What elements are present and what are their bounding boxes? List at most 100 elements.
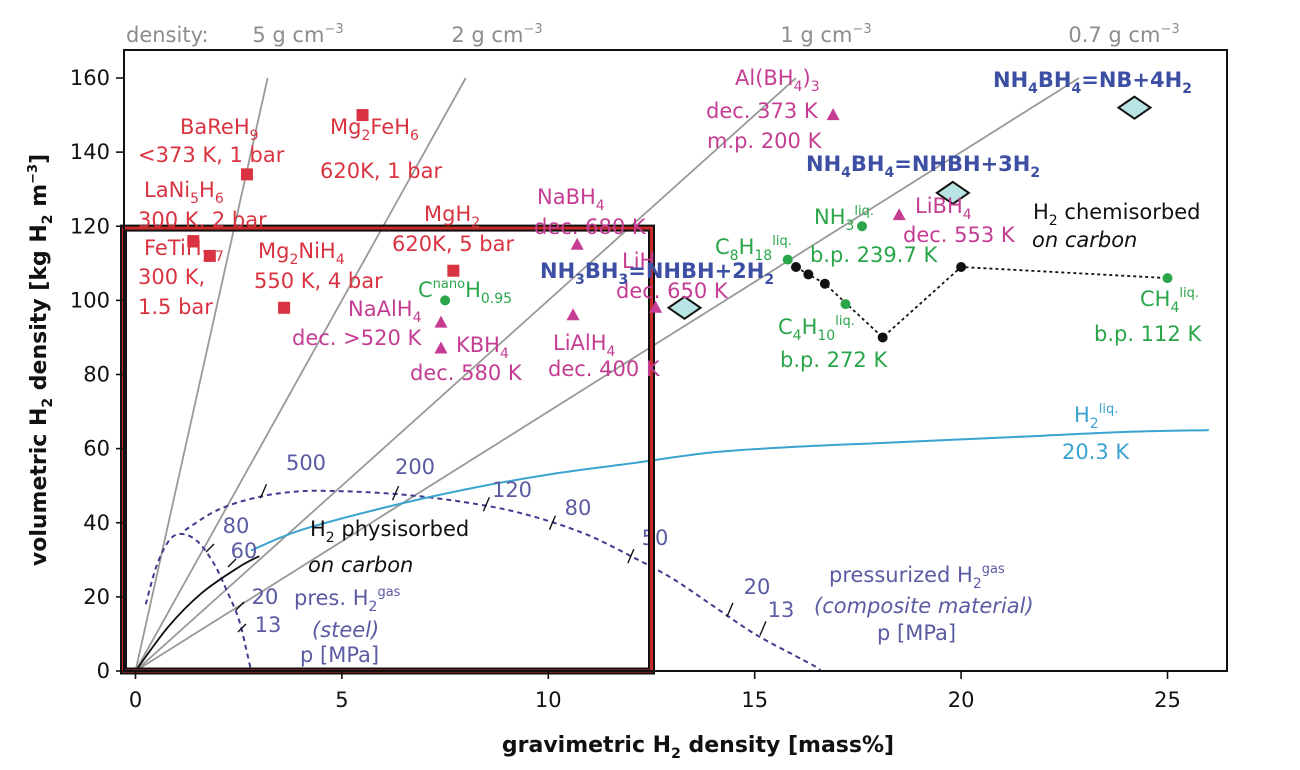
density-line-label: 2 g cm−3 xyxy=(451,22,542,47)
density-line-label: 0.7 g cm−3 xyxy=(1068,22,1179,47)
metal-hydride-label: Mg2NiH4 xyxy=(258,239,345,268)
complex-hydride-label: dec. 580 K xyxy=(410,361,523,385)
pressure-tick xyxy=(227,558,237,568)
y-tick-label: 120 xyxy=(70,214,110,238)
complex-hydride-label: dec. 400 K xyxy=(548,357,661,381)
x-tick-label: 5 xyxy=(335,688,348,712)
chemisorbed-point xyxy=(803,269,814,280)
density-line xyxy=(134,77,797,671)
hydrocarbon-marker xyxy=(857,221,868,232)
pressurized-steel-label: (steel) xyxy=(312,618,379,642)
metal-hydride-label: Mg2FeH6 xyxy=(330,115,419,144)
complex-hydride-label: dec. 650 K xyxy=(616,279,729,303)
hydrocarbon-label: b.p. 239.7 K xyxy=(810,243,938,267)
chemisorbed-label: H2 chemisorbed xyxy=(1033,200,1200,229)
density-line xyxy=(134,77,467,671)
ammonia-borane-marker xyxy=(935,180,971,206)
hydrocarbon-marker xyxy=(440,295,451,306)
complex-hydride-label: KBH4 xyxy=(456,333,509,362)
complex-hydride-label: dec. 680 K xyxy=(534,215,647,239)
pressurized-composite-label: pressurized H2gas xyxy=(829,562,1005,592)
complex-hydride-marker xyxy=(570,237,584,250)
hydrocarbon-marker xyxy=(782,254,793,265)
y-tick-label: 0 xyxy=(97,659,110,683)
metal-hydride-marker xyxy=(203,249,216,262)
y-axis-label-group: volumetric H2 density [kg H2 m−3] xyxy=(26,154,56,566)
composite-pressure-label: 13 xyxy=(768,598,795,622)
metal-hydride-marker xyxy=(447,264,460,277)
density-header-label: density: xyxy=(126,23,209,47)
metal-hydride-label: 550 K, 4 bar xyxy=(254,269,383,293)
hydrocarbon-label: CnanoH0.95 xyxy=(418,277,512,307)
complex-hydride-label: Al(BH4)3 xyxy=(735,66,820,95)
steel-pressure-label: 20 xyxy=(252,585,279,609)
pressure-tick xyxy=(627,548,635,564)
steel-pressure-label: 13 xyxy=(255,613,282,637)
chemisorbed-point xyxy=(819,278,830,289)
complex-hydride-label: NaBH4 xyxy=(537,185,605,214)
hydrocarbon-marker xyxy=(840,299,851,310)
pressurized-composite-label: p [MPa] xyxy=(877,621,956,645)
hydrocarbon-marker xyxy=(1162,273,1173,284)
pressure-tick xyxy=(391,485,400,501)
pressurized-composite-label: (composite material) xyxy=(814,594,1034,618)
y-tick-label: 20 xyxy=(83,585,110,609)
x-tick-label: 10 xyxy=(535,688,562,712)
complex-hydride-marker xyxy=(566,308,580,321)
metal-hydride-label: LaNi5H6 xyxy=(144,178,224,207)
composite-pressure-label: 80 xyxy=(565,496,592,520)
hydrocarbon-label: b.p. 112 K xyxy=(1094,322,1202,346)
x-tick-label: 15 xyxy=(741,688,768,712)
plot-frame xyxy=(123,49,1228,672)
ammonia-borane-label: NH4BH4=NB+4H2 xyxy=(993,68,1192,97)
x-tick-label: 25 xyxy=(1154,688,1181,712)
y-tick-label: 140 xyxy=(70,140,110,164)
chemisorbed-point xyxy=(877,332,888,343)
complex-hydride-label: LiH xyxy=(622,249,655,273)
complex-hydride-label: dec. 553 K xyxy=(903,223,1016,247)
metal-hydride-label: BaReH9 xyxy=(180,115,259,144)
metal-hydride-marker xyxy=(356,109,369,122)
complex-hydride-marker xyxy=(434,341,448,354)
hydrocarbon-label: C4H10liq. xyxy=(778,314,855,344)
complex-hydride-marker xyxy=(826,108,840,121)
metal-hydride-label: 620K, 1 bar xyxy=(320,159,442,183)
chemisorbed-point xyxy=(956,262,967,273)
x-tick-label: 20 xyxy=(948,688,975,712)
pressurized-steel-label: p [MPa] xyxy=(300,643,379,667)
complex-hydride-marker xyxy=(649,300,663,313)
y-axis-label: volumetric H2 density [kg H2 m−3] xyxy=(26,154,56,566)
density-line-label: 1 g cm−3 xyxy=(780,22,871,47)
pressure-tick xyxy=(235,601,245,611)
chemisorbed-point xyxy=(790,262,801,273)
pressure-tick xyxy=(259,483,268,499)
ammonia-borane-marker xyxy=(1116,95,1153,120)
pressure-tick xyxy=(759,621,767,636)
metal-hydride-label: <373 K, 1 bar xyxy=(138,143,285,167)
metal-hydride-label: 620K, 5 bar xyxy=(392,232,514,256)
chemisorbed-label: on carbon xyxy=(1032,228,1137,252)
metal-hydride-marker xyxy=(278,301,291,314)
metal-hydride-marker xyxy=(187,235,200,248)
metal-hydride-marker xyxy=(240,168,253,181)
composite-pressure-label: 200 xyxy=(395,455,435,479)
metal-hydride-label: FeTiH1.7 xyxy=(144,236,224,265)
pressure-tick xyxy=(548,515,557,531)
metal-hydride-label: 300 K, 2 bar xyxy=(138,208,267,232)
complex-hydride-marker xyxy=(892,208,906,221)
physisorbed-label: H2 physisorbed xyxy=(310,517,469,546)
density-line-label: 5 g cm−3 xyxy=(252,22,343,47)
axes: 0 5 10 15 20 25020406080100120140160gravimetr… xyxy=(26,22,1181,762)
metal-hydride-label: MgH2 xyxy=(424,202,480,231)
y-tick-label: 40 xyxy=(83,511,110,535)
complex-hydride-label: dec. >520 K xyxy=(292,326,423,350)
ammonia-borane-label: NH3BH3=NHBH+2H2 xyxy=(540,259,774,288)
hydrocarbon-label: NH3liq. xyxy=(814,204,874,234)
density-line xyxy=(135,77,1080,671)
hydrocarbon-label: CH4liq. xyxy=(1140,286,1199,316)
y-tick-label: 160 xyxy=(70,66,110,90)
y-tick-label: 100 xyxy=(70,288,110,312)
metal-hydride-label: 1.5 bar xyxy=(138,295,213,319)
